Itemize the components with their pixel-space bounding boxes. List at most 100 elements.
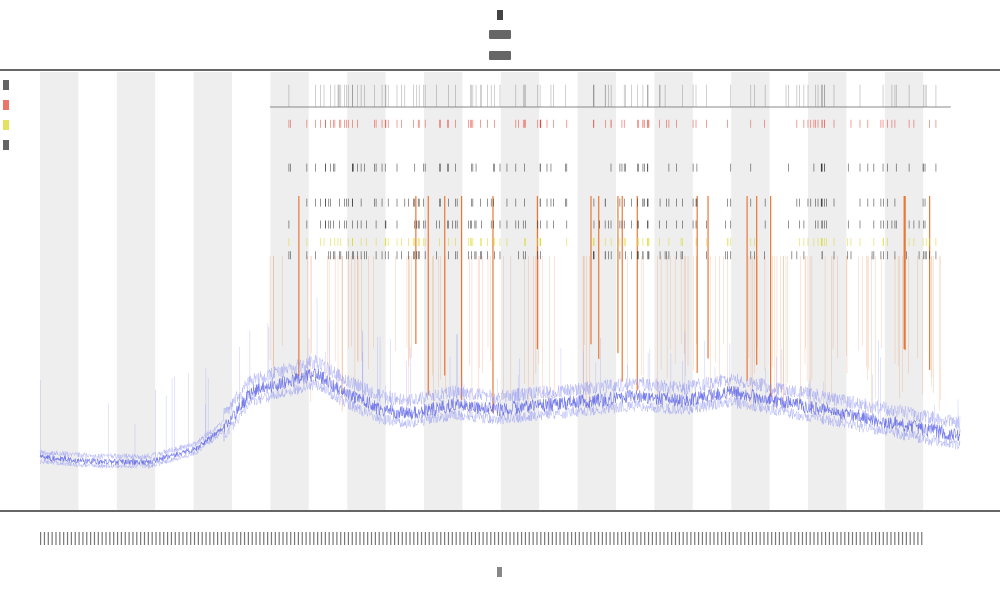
x-tick-label [697, 532, 700, 545]
x-tick-label [163, 532, 165, 545]
x-tick-label [786, 532, 788, 545]
x-tick-label [682, 532, 684, 545]
x-tick-label [328, 532, 330, 545]
x-tick-label [571, 532, 573, 545]
x-tick-label [717, 532, 719, 545]
x-tick-label [301, 532, 303, 545]
legend-swatch [3, 140, 9, 150]
x-tick-label [232, 532, 234, 545]
x-tick-label [532, 532, 534, 545]
x-tick-label [367, 532, 369, 545]
x-tick-label [151, 532, 153, 545]
x-tick-label [582, 532, 584, 545]
x-tick-label [748, 532, 750, 545]
x-tick-label [86, 532, 88, 545]
x-tick-label [613, 532, 615, 545]
x-tick-label [136, 532, 138, 545]
x-tick-label [644, 532, 646, 545]
x-tick-label [809, 532, 811, 545]
x-tick-label [917, 532, 919, 545]
x-tick-label [51, 532, 53, 545]
legend [3, 80, 9, 150]
x-tick-label [247, 532, 249, 545]
x-tick-label [59, 532, 61, 545]
x-tick-label [763, 532, 765, 545]
shaded-band [193, 72, 232, 510]
x-tick-label [347, 532, 350, 545]
x-tick-label [259, 532, 261, 545]
x-tick-label [709, 532, 711, 545]
x-tick-label [555, 532, 557, 545]
title-mark [497, 10, 503, 20]
x-tick-label [505, 532, 507, 545]
x-tick-label [482, 532, 484, 545]
x-tick-label [817, 532, 819, 545]
x-tick-label [40, 532, 42, 545]
x-tick-label [667, 532, 669, 545]
x-tick-label [343, 532, 346, 545]
x-tick-label [463, 532, 465, 545]
x-tick-label [617, 532, 619, 545]
shaded-band [116, 72, 156, 510]
x-tick-label [898, 532, 900, 545]
signal-series [39, 297, 961, 470]
shaded-band [654, 72, 693, 510]
x-tick-label [382, 532, 384, 545]
x-tick-label [116, 532, 119, 545]
x-tick-label [486, 532, 488, 545]
x-tick-label [70, 532, 72, 545]
x-tick-label [128, 532, 130, 545]
x-tick-label [420, 532, 423, 545]
x-tick-label [828, 532, 831, 545]
x-tick-label [417, 532, 419, 545]
x-tick-label [547, 532, 550, 545]
x-tick-label [197, 532, 199, 545]
x-tick-label [209, 532, 211, 545]
x-tick-label [701, 532, 704, 545]
x-tick-label [447, 532, 450, 545]
x-tick-label [848, 532, 850, 545]
shaded-band [808, 72, 847, 510]
x-tick-label [824, 532, 827, 545]
x-tick-label [782, 532, 784, 545]
x-tick-label [755, 532, 757, 545]
x-tick-label [397, 532, 400, 545]
x-tick-label [563, 532, 565, 545]
x-tick-label [640, 532, 642, 545]
x-tick-label [390, 532, 392, 545]
x-tick-label [478, 532, 480, 545]
x-tick-label [309, 532, 311, 545]
shaded-band [347, 72, 386, 510]
x-tick-label [286, 532, 288, 545]
shaded-band [731, 72, 770, 510]
x-tick-label [201, 532, 203, 545]
x-tick-label [732, 532, 734, 545]
x-tick-label [90, 532, 92, 545]
x-tick-label [178, 532, 180, 545]
shaded-band [500, 72, 540, 510]
x-tick-label [432, 532, 434, 545]
x-tick-label [767, 532, 769, 545]
x-tick-label [424, 532, 426, 545]
x-tick-label [320, 532, 323, 545]
x-tick-label [751, 532, 754, 545]
x-tick-label [628, 532, 630, 545]
x-tick-label [528, 532, 530, 545]
x-tick-label [678, 532, 680, 545]
x-tick-label [905, 532, 907, 545]
shaded-band [577, 72, 616, 510]
x-tick-label [370, 532, 373, 545]
x-tick-label [901, 532, 904, 545]
x-tick-label [651, 532, 654, 545]
subtitle-mark [489, 30, 511, 39]
subtitle-mark [489, 51, 511, 60]
x-tick-label [655, 532, 657, 545]
x-tick-label [597, 532, 600, 545]
x-tick-label [170, 532, 173, 545]
x-tick-label [278, 532, 280, 545]
x-tick-label [213, 532, 215, 545]
shaded-band [40, 72, 79, 510]
x-tick-label [609, 532, 611, 545]
x-tick-label [263, 532, 265, 545]
x-tick-label [401, 532, 403, 545]
